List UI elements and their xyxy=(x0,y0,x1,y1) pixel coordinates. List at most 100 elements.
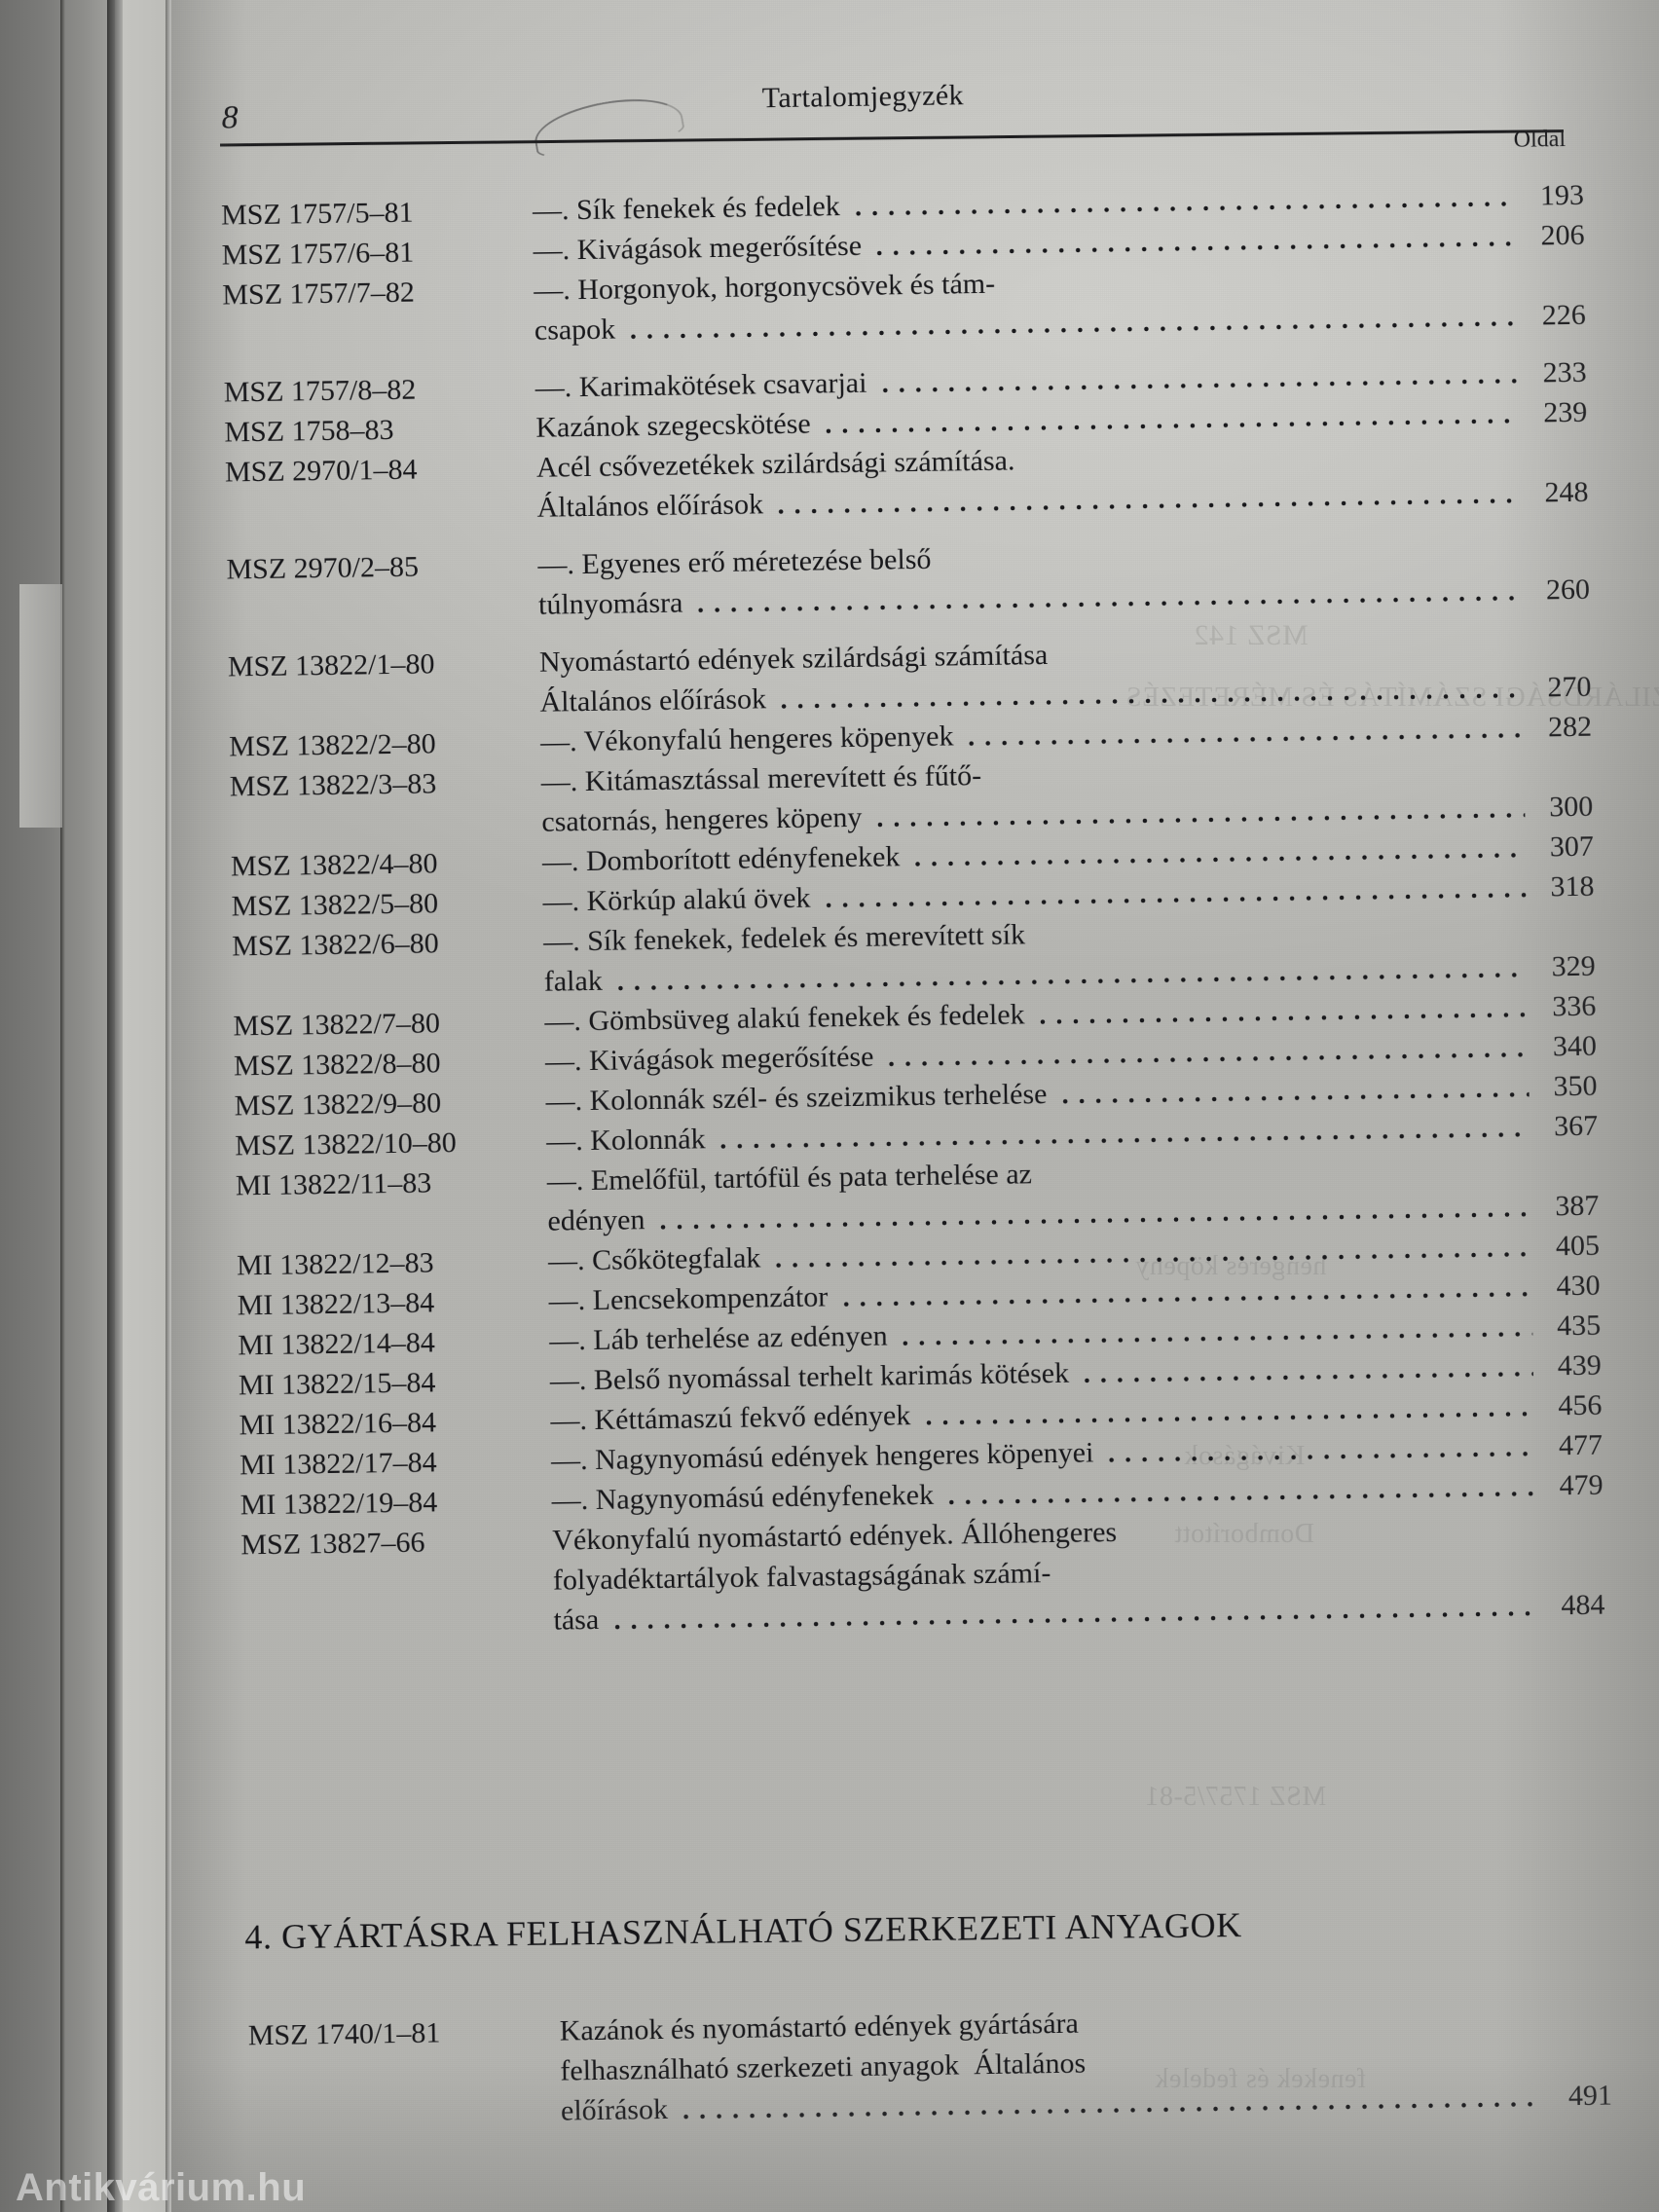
toc-entry-title: —. Belső nyomással terhelt karimás kötés… xyxy=(549,1356,1070,1397)
toc-page-number: 233 xyxy=(1542,355,1587,389)
toc-entry-body: Vékonyfalú nyomástartó edények. Állóheng… xyxy=(552,1505,1605,1641)
toc-entry-body: Acél csővezetékek szilárdsági számítása.… xyxy=(536,432,1589,528)
dot-leader xyxy=(909,836,1527,872)
toc-entry-title: Acél csővezetékek szilárdsági számítása. xyxy=(535,444,1015,484)
dot-leader xyxy=(837,1275,1532,1312)
toc-page-number: 435 xyxy=(1556,1309,1602,1343)
toc-entry-title: —. Kolonnák xyxy=(545,1123,706,1158)
toc-page-number: 456 xyxy=(1558,1388,1603,1422)
toc-entry-body: Kazánok és nyomástartó edények gyártásár… xyxy=(559,1996,1613,2131)
toc-entry-title: —. Kitámasztással merevített és fűtő- xyxy=(540,759,982,798)
toc-standard-code: MSZ 1758‒83 xyxy=(224,413,394,449)
gutter-fold-line-outer xyxy=(60,0,65,2212)
toc-standard-code: MSZ 13822/5‒80 xyxy=(231,887,439,923)
toc-standard-code: MSZ 13822/4‒80 xyxy=(230,847,438,883)
dot-leader xyxy=(942,1475,1535,1510)
toc-standard-code: MSZ 13822/7‒80 xyxy=(233,1007,441,1043)
toc-page-number: 270 xyxy=(1547,670,1592,704)
toc-standard-code: MSZ 13822/8‒80 xyxy=(233,1047,441,1083)
toc-entry-title: csatornás, hengeres köpeny xyxy=(541,800,863,838)
toc-page-number: 479 xyxy=(1559,1468,1604,1502)
toc-entry-title: —. Emelőfül, tartófül és pata terhelése … xyxy=(546,1158,1033,1198)
toc-entry-body: —. Kitámasztással merevített és fűtő-csa… xyxy=(540,747,1594,842)
toc-page-number: 340 xyxy=(1552,1029,1598,1063)
dot-leader xyxy=(1103,1435,1535,1468)
toc-page-number: 439 xyxy=(1557,1348,1603,1382)
dot-leader xyxy=(1056,1076,1530,1109)
toc-standard-code: MI 13822/11‒83 xyxy=(235,1166,432,1202)
toc-page-number: 491 xyxy=(1567,2079,1613,2113)
toc-entry-title: —. Nagynyomású edényfenekek xyxy=(551,1478,935,1517)
toc-table: MSZ 1757/5‒81 —. Sík fenekek és fedelek 19… xyxy=(221,175,1605,1645)
toc-standard-code: MI 13822/13‒84 xyxy=(237,1286,435,1322)
toc-page-number: 336 xyxy=(1552,989,1597,1023)
toc-standard-code: MSZ 1740/1‒81 xyxy=(247,2016,441,2052)
toc-row: MSZ 13827‒66 Vékonyfalú nyomástartó edény… xyxy=(240,1505,1605,1645)
dot-leader xyxy=(897,1315,1533,1351)
toc-page-number: 318 xyxy=(1550,869,1595,903)
dot-leader xyxy=(963,717,1525,752)
toc-entry-title: —. Egyenes erő méretezése belső xyxy=(537,542,932,581)
toc-entry-title: Általános előírások xyxy=(536,488,764,524)
dot-leader xyxy=(870,225,1517,261)
toc-entry-title: —. Csőkötegfalak xyxy=(547,1241,761,1277)
toc-entry-title: —. Kivágások megerősítése xyxy=(544,1040,874,1078)
toc-page-number: 405 xyxy=(1555,1229,1601,1263)
adjacent-page-edge xyxy=(123,0,166,2212)
gutter-shadow xyxy=(107,0,125,2212)
toc-page-number: 226 xyxy=(1541,298,1587,332)
site-watermark: Antikvárium.hu xyxy=(16,2166,307,2209)
page-header: 8 Tartalomjegyzék xyxy=(163,65,1651,164)
toc-entry-title: —. Horgonyok, horgonycsövek és tám- xyxy=(534,267,996,307)
toc-page-number: 367 xyxy=(1553,1109,1599,1143)
toc-standard-code: MSZ 13822/3‒83 xyxy=(229,767,437,803)
toc-entry-title: —. Domborított edényfenekek xyxy=(541,840,901,878)
toc-entry-title: edényen xyxy=(547,1203,645,1237)
header-rule xyxy=(220,129,1564,147)
dot-leader xyxy=(871,796,1526,832)
toc-page-number: 477 xyxy=(1558,1428,1604,1462)
toc-standard-code: MI 13822/12‒83 xyxy=(236,1246,434,1282)
toc-entry-title: felhasználható szerkezeti anyagok Általá… xyxy=(560,2046,1087,2087)
toc-standard-code: MSZ 13822/10‒80 xyxy=(235,1126,458,1162)
toc-entry-title: —. Körkúp alakú övek xyxy=(542,881,811,918)
toc-entry-title: —. Vékonyfalú hengeres köpenyek xyxy=(539,719,954,758)
toc-entry-title: folyadéktartályok falvastagságának számí… xyxy=(552,1557,1051,1597)
toc-entry-title: —. Kolonnák szél- és szeizmikus terhelés… xyxy=(545,1078,1048,1118)
toc-entry-title: Kazánok szegecskötése xyxy=(535,407,811,444)
toc-entry-title: tása xyxy=(553,1603,600,1637)
toc-standard-code: MSZ 1757/7‒82 xyxy=(222,276,416,312)
dot-leader xyxy=(820,402,1520,439)
toc-standard-code: MSZ 1757/6‒81 xyxy=(221,236,415,272)
toc-standard-code: MSZ 13822/6‒80 xyxy=(231,927,439,963)
toc-page-number: 248 xyxy=(1544,475,1589,509)
toc-entry-title: —. Sík fenekek, fedelek és merevített sí… xyxy=(542,918,1026,958)
page-paper: MSZ 142 SZILÁRDSÁGI SZÁMÍTÁS ÉS MÉRETEZÉ… xyxy=(171,0,1659,2212)
toc-entry-body: —. Emelőfül, tartófül és pata terhelése … xyxy=(547,1146,1600,1241)
section-heading-4: 4. GYÁRTÁSRA FELHASZNÁLHATÓ SZERKEZETI A… xyxy=(244,1905,1242,1957)
toc-standard-code: MSZ 1757/5‒81 xyxy=(220,196,414,232)
toc-page-number: 350 xyxy=(1553,1069,1598,1103)
page-column-header: Oldal xyxy=(1513,127,1567,153)
toc-standard-code: MSZ 13822/1‒80 xyxy=(227,647,435,683)
dot-leader xyxy=(849,185,1517,221)
toc-page-number: 387 xyxy=(1555,1189,1600,1223)
toc-page-number: 329 xyxy=(1551,949,1596,983)
dot-leader xyxy=(883,1036,1530,1072)
toc-entry-title: csapok xyxy=(534,313,616,347)
toc-page-number: 206 xyxy=(1540,218,1585,252)
dot-leader xyxy=(608,1595,1537,1635)
toc-entry-body: Nyomástartó edények szilárdsági számítás… xyxy=(538,609,1592,722)
toc-entry-title: —. Kéttámaszú fekvő edények xyxy=(550,1399,911,1437)
toc-standard-code: MSZ 2970/2‒85 xyxy=(226,550,420,586)
dot-leader xyxy=(876,362,1519,398)
toc-page-number: 300 xyxy=(1549,790,1594,824)
toc-standard-code: MI 13822/14‒84 xyxy=(238,1326,436,1362)
toc-standard-code: MSZ 13822/2‒80 xyxy=(228,727,436,763)
toc-entry-title: Nyomástartó edények szilárdsági számítás… xyxy=(538,638,1049,679)
toc-table-section4: MSZ 1740/1‒81 Kazánok és nyomástartó edén… xyxy=(248,1996,1613,2136)
page-edge-highlight xyxy=(19,584,62,828)
dot-leader xyxy=(1078,1355,1534,1388)
toc-standard-code: MSZ 2970/1‒84 xyxy=(224,453,418,489)
